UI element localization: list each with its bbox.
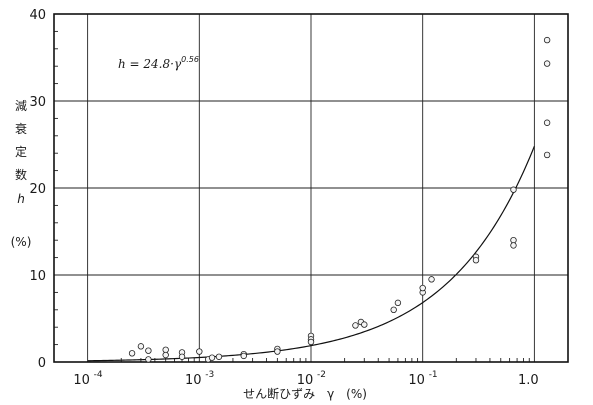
y-axis-label-char: 減	[15, 98, 27, 113]
formula-text: h = 24.8·γ0.56	[118, 55, 199, 71]
plot-frame	[53, 13, 569, 363]
data-point	[208, 354, 216, 361]
y-tick-label: 10	[29, 269, 46, 284]
data-point	[352, 322, 359, 329]
fit-curve	[87, 146, 535, 362]
x-tick-exponent: -4	[94, 370, 103, 380]
y-tick-label: 30	[29, 95, 46, 110]
y-axis-label-char: 衰	[15, 121, 27, 136]
data-point	[274, 348, 281, 355]
y-tick-labels: 0 10 20 30 40	[29, 8, 46, 371]
data-point	[145, 347, 152, 354]
data-point	[510, 186, 517, 193]
x-tick-labels: 10 -4 10 -3 10 -2 10 -1 1.0	[73, 370, 538, 388]
data-point	[543, 60, 551, 67]
data-point	[196, 348, 203, 355]
data-point	[472, 257, 480, 264]
data-point	[128, 350, 136, 357]
data-point	[137, 343, 145, 350]
x-tick-exponent: -2	[317, 370, 326, 380]
data-point	[419, 284, 426, 292]
x-tick-label: 10	[408, 373, 425, 388]
y-axis-label-char: h	[17, 192, 25, 206]
y-axis-label-char: (%)	[11, 235, 32, 249]
y-tick-label: 20	[29, 182, 46, 197]
data-point	[162, 346, 169, 354]
data-point	[510, 236, 517, 244]
data-point	[361, 321, 368, 328]
y-tick-label: 40	[29, 8, 46, 23]
x-axis-label: せん断ひずみ γ (%)	[243, 386, 367, 401]
data-point	[240, 352, 247, 360]
data-point	[215, 353, 223, 360]
data-point	[543, 36, 551, 44]
data-point	[510, 242, 517, 249]
y-axis-label-char: 定	[15, 144, 27, 159]
data-point	[162, 351, 169, 359]
data-point	[543, 119, 551, 126]
x-tick-exponent: -3	[205, 370, 214, 380]
data-point	[178, 353, 186, 360]
y-axis-label-char: 数	[15, 167, 27, 182]
x-tick-exponent: -1	[429, 370, 438, 380]
data-point	[145, 356, 152, 363]
x-tick-label: 1.0	[518, 373, 539, 388]
x-tick-label: 10	[185, 373, 202, 388]
data-point	[543, 151, 551, 159]
data-point	[307, 338, 315, 346]
data-points	[128, 36, 551, 363]
x-tick-label: 10	[73, 373, 90, 388]
data-point	[390, 306, 397, 313]
y-tick-label: 0	[38, 356, 46, 371]
x-tick-label: 10	[297, 373, 314, 388]
data-point	[428, 276, 435, 283]
data-point	[394, 299, 402, 307]
